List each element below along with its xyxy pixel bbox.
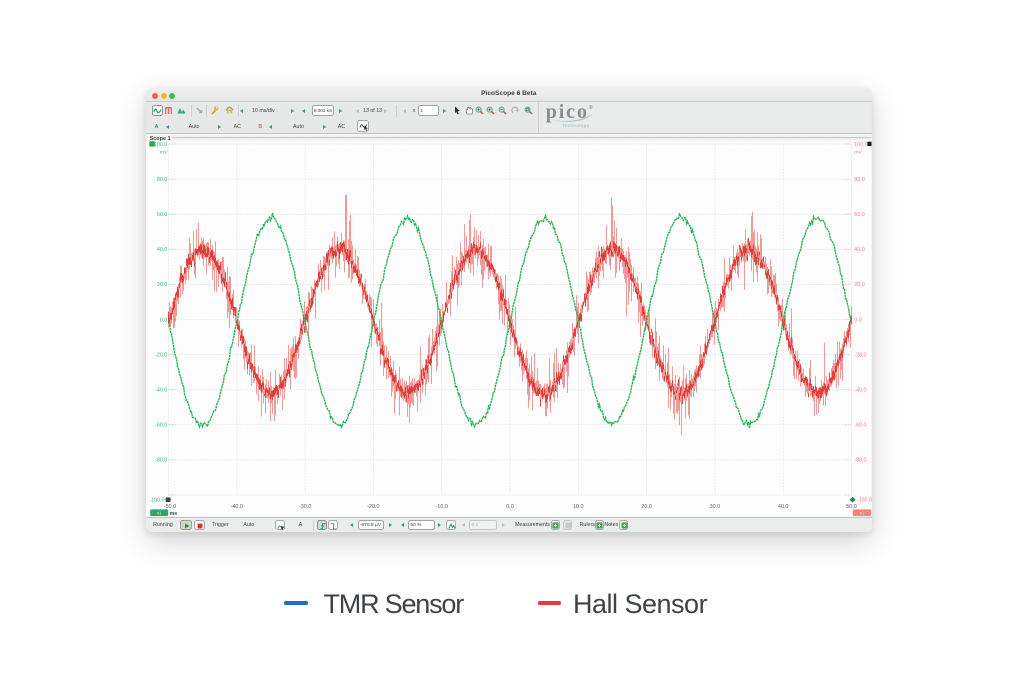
svg-text:-40.0: -40.0 bbox=[854, 387, 866, 393]
svg-text:20.0: 20.0 bbox=[157, 282, 167, 288]
svg-text:-20.0: -20.0 bbox=[854, 352, 866, 358]
svg-text:-80.0: -80.0 bbox=[854, 458, 866, 464]
svg-text:80.0: 80.0 bbox=[854, 177, 864, 183]
svg-text:100.0: 100.0 bbox=[854, 142, 867, 148]
svg-text:10.0: 10.0 bbox=[573, 504, 583, 510]
svg-text:100.0: 100.0 bbox=[154, 142, 167, 148]
svg-text:-50.0: -50.0 bbox=[164, 504, 176, 510]
svg-text:mV: mV bbox=[160, 149, 168, 155]
svg-text:-20.0: -20.0 bbox=[367, 504, 379, 510]
svg-text:-20.0: -20.0 bbox=[155, 352, 167, 358]
svg-text:40.0: 40.0 bbox=[778, 504, 788, 510]
svg-text:40.0: 40.0 bbox=[157, 247, 167, 253]
svg-text:-40.0: -40.0 bbox=[231, 504, 243, 510]
svg-text:mV: mV bbox=[854, 149, 862, 155]
svg-text:60.0: 60.0 bbox=[854, 212, 864, 218]
svg-text:80.0: 80.0 bbox=[157, 177, 167, 183]
svg-text:-100.0: -100.0 bbox=[857, 498, 872, 504]
svg-text:x1: x1 bbox=[860, 511, 865, 516]
svg-text:20.0: 20.0 bbox=[641, 504, 651, 510]
svg-text:50.0: 50.0 bbox=[846, 504, 856, 510]
svg-text:x1: x1 bbox=[157, 511, 162, 516]
svg-text:-60.0: -60.0 bbox=[155, 423, 167, 429]
svg-text:-10.0: -10.0 bbox=[436, 504, 448, 510]
svg-text:-80.0: -80.0 bbox=[155, 458, 167, 464]
svg-text:60.0: 60.0 bbox=[157, 212, 167, 218]
svg-text:-100.0: -100.0 bbox=[149, 498, 164, 504]
svg-text:0.0: 0.0 bbox=[160, 317, 167, 323]
svg-text:ms: ms bbox=[170, 511, 178, 516]
svg-text:0.0: 0.0 bbox=[854, 317, 861, 323]
svg-text:Scope 1: Scope 1 bbox=[150, 136, 171, 142]
svg-text:20.0: 20.0 bbox=[854, 282, 864, 288]
svg-text:0.0: 0.0 bbox=[506, 504, 513, 510]
svg-text:40.0: 40.0 bbox=[854, 247, 864, 253]
svg-text:30.0: 30.0 bbox=[710, 504, 720, 510]
svg-text:-40.0: -40.0 bbox=[155, 387, 167, 393]
svg-text:-30.0: -30.0 bbox=[299, 504, 311, 510]
svg-text:-60.0: -60.0 bbox=[854, 423, 866, 429]
